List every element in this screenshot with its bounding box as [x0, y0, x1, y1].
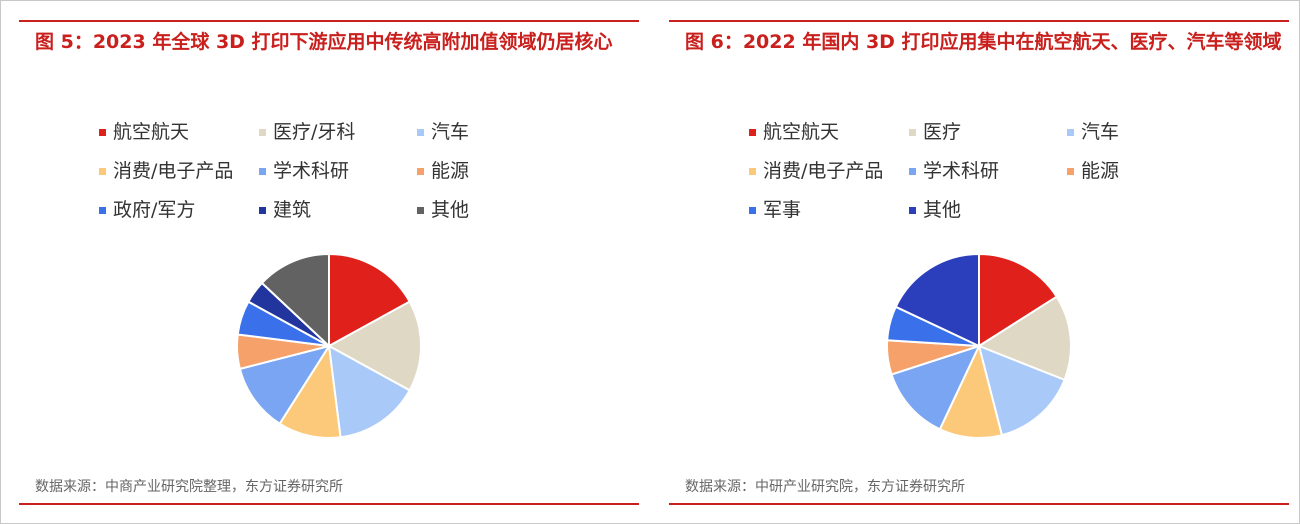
- pie-chart: [236, 252, 422, 439]
- legend-swatch: [259, 168, 266, 175]
- legend-label: 航空航天: [113, 121, 190, 143]
- legend-swatch: [1067, 129, 1074, 136]
- pie-slice: [238, 344, 332, 426]
- bottom-rule: [669, 503, 1289, 505]
- legend-item: 汽车: [417, 117, 469, 144]
- pie-slice: [890, 344, 981, 431]
- legend-label: 学术科研: [923, 160, 1000, 182]
- legend-item: 政府/军方: [99, 195, 195, 222]
- legend-label: 航空航天: [763, 121, 840, 143]
- chart-title: 图 5：2023 年全球 3D 打印下游应用中传统高附加值领域仍居核心: [35, 31, 613, 53]
- legend-label: 汽车: [1081, 121, 1120, 143]
- pie-slice: [328, 252, 411, 348]
- pie-slice: [976, 295, 1072, 382]
- legend-item: 其他: [909, 195, 961, 222]
- top-rule: [19, 20, 639, 22]
- legend-label: 学术科研: [273, 160, 350, 182]
- legend-swatch: [99, 129, 106, 136]
- legend-item: 其他: [417, 195, 469, 222]
- pie-slice: [894, 252, 980, 348]
- legend-swatch: [749, 168, 756, 175]
- bottom-rule: [19, 503, 639, 505]
- legend-swatch: [909, 129, 916, 136]
- legend-item: 军事: [749, 195, 801, 222]
- pie-slice: [326, 300, 422, 392]
- legend-item: 建筑: [259, 195, 311, 222]
- chart-panel: 图 5：2023 年全球 3D 打印下游应用中传统高附加值领域仍居核心航空航天 医…: [19, 1, 639, 523]
- legend-label: 能源: [431, 160, 470, 182]
- pie-slice: [977, 344, 1066, 437]
- pie-slice: [327, 344, 411, 439]
- legend-swatch: [99, 168, 106, 175]
- source-note: 数据来源：中商产业研究院整理，东方证券研究所: [35, 479, 343, 495]
- legend-item: 能源: [1067, 156, 1119, 183]
- legend-item: 消费/电子产品: [749, 156, 883, 183]
- legend-item: 航空航天: [99, 117, 189, 144]
- legend-swatch: [259, 129, 266, 136]
- legend-swatch: [417, 129, 424, 136]
- legend-label: 医疗/牙科: [273, 121, 356, 143]
- legend-label: 军事: [763, 199, 802, 221]
- pie-slice: [260, 252, 330, 349]
- legend-item: 医疗/牙科: [259, 117, 355, 144]
- chart-panel: 图 6：2022 年国内 3D 打印应用集中在航空航天、医疗、汽车等领域航空航天…: [669, 1, 1289, 523]
- pie-slice: [978, 252, 1059, 348]
- legend-item: 学术科研: [909, 156, 999, 183]
- legend-swatch: [1067, 168, 1074, 175]
- legend-item: 学术科研: [259, 156, 349, 183]
- legend-swatch: [259, 207, 266, 214]
- legend-label: 其他: [431, 199, 470, 221]
- legend-swatch: [99, 207, 106, 214]
- source-note: 数据来源：中研产业研究院，东方证券研究所: [685, 479, 965, 495]
- legend-label: 建筑: [273, 199, 312, 221]
- chart-title: 图 6：2022 年国内 3D 打印应用集中在航空航天、医疗、汽车等领域: [685, 31, 1282, 53]
- legend-swatch: [417, 168, 424, 175]
- legend-item: 医疗: [909, 117, 961, 144]
- legend-label: 能源: [1081, 160, 1120, 182]
- legend-label: 其他: [923, 199, 962, 221]
- legend-swatch: [909, 207, 916, 214]
- legend-label: 消费/电子产品: [763, 160, 884, 182]
- top-rule: [669, 20, 1289, 22]
- legend-swatch: [749, 129, 756, 136]
- pie-chart: [886, 252, 1072, 439]
- legend-item: 航空航天: [749, 117, 839, 144]
- legend-swatch: [909, 168, 916, 175]
- legend-swatch: [417, 207, 424, 214]
- legend-item: 能源: [417, 156, 469, 183]
- legend-label: 医疗: [923, 121, 962, 143]
- legend-swatch: [749, 207, 756, 214]
- legend-label: 汽车: [431, 121, 470, 143]
- legend-label: 政府/军方: [113, 199, 196, 221]
- legend-label: 消费/电子产品: [113, 160, 234, 182]
- legend-item: 汽车: [1067, 117, 1119, 144]
- legend-item: 消费/电子产品: [99, 156, 233, 183]
